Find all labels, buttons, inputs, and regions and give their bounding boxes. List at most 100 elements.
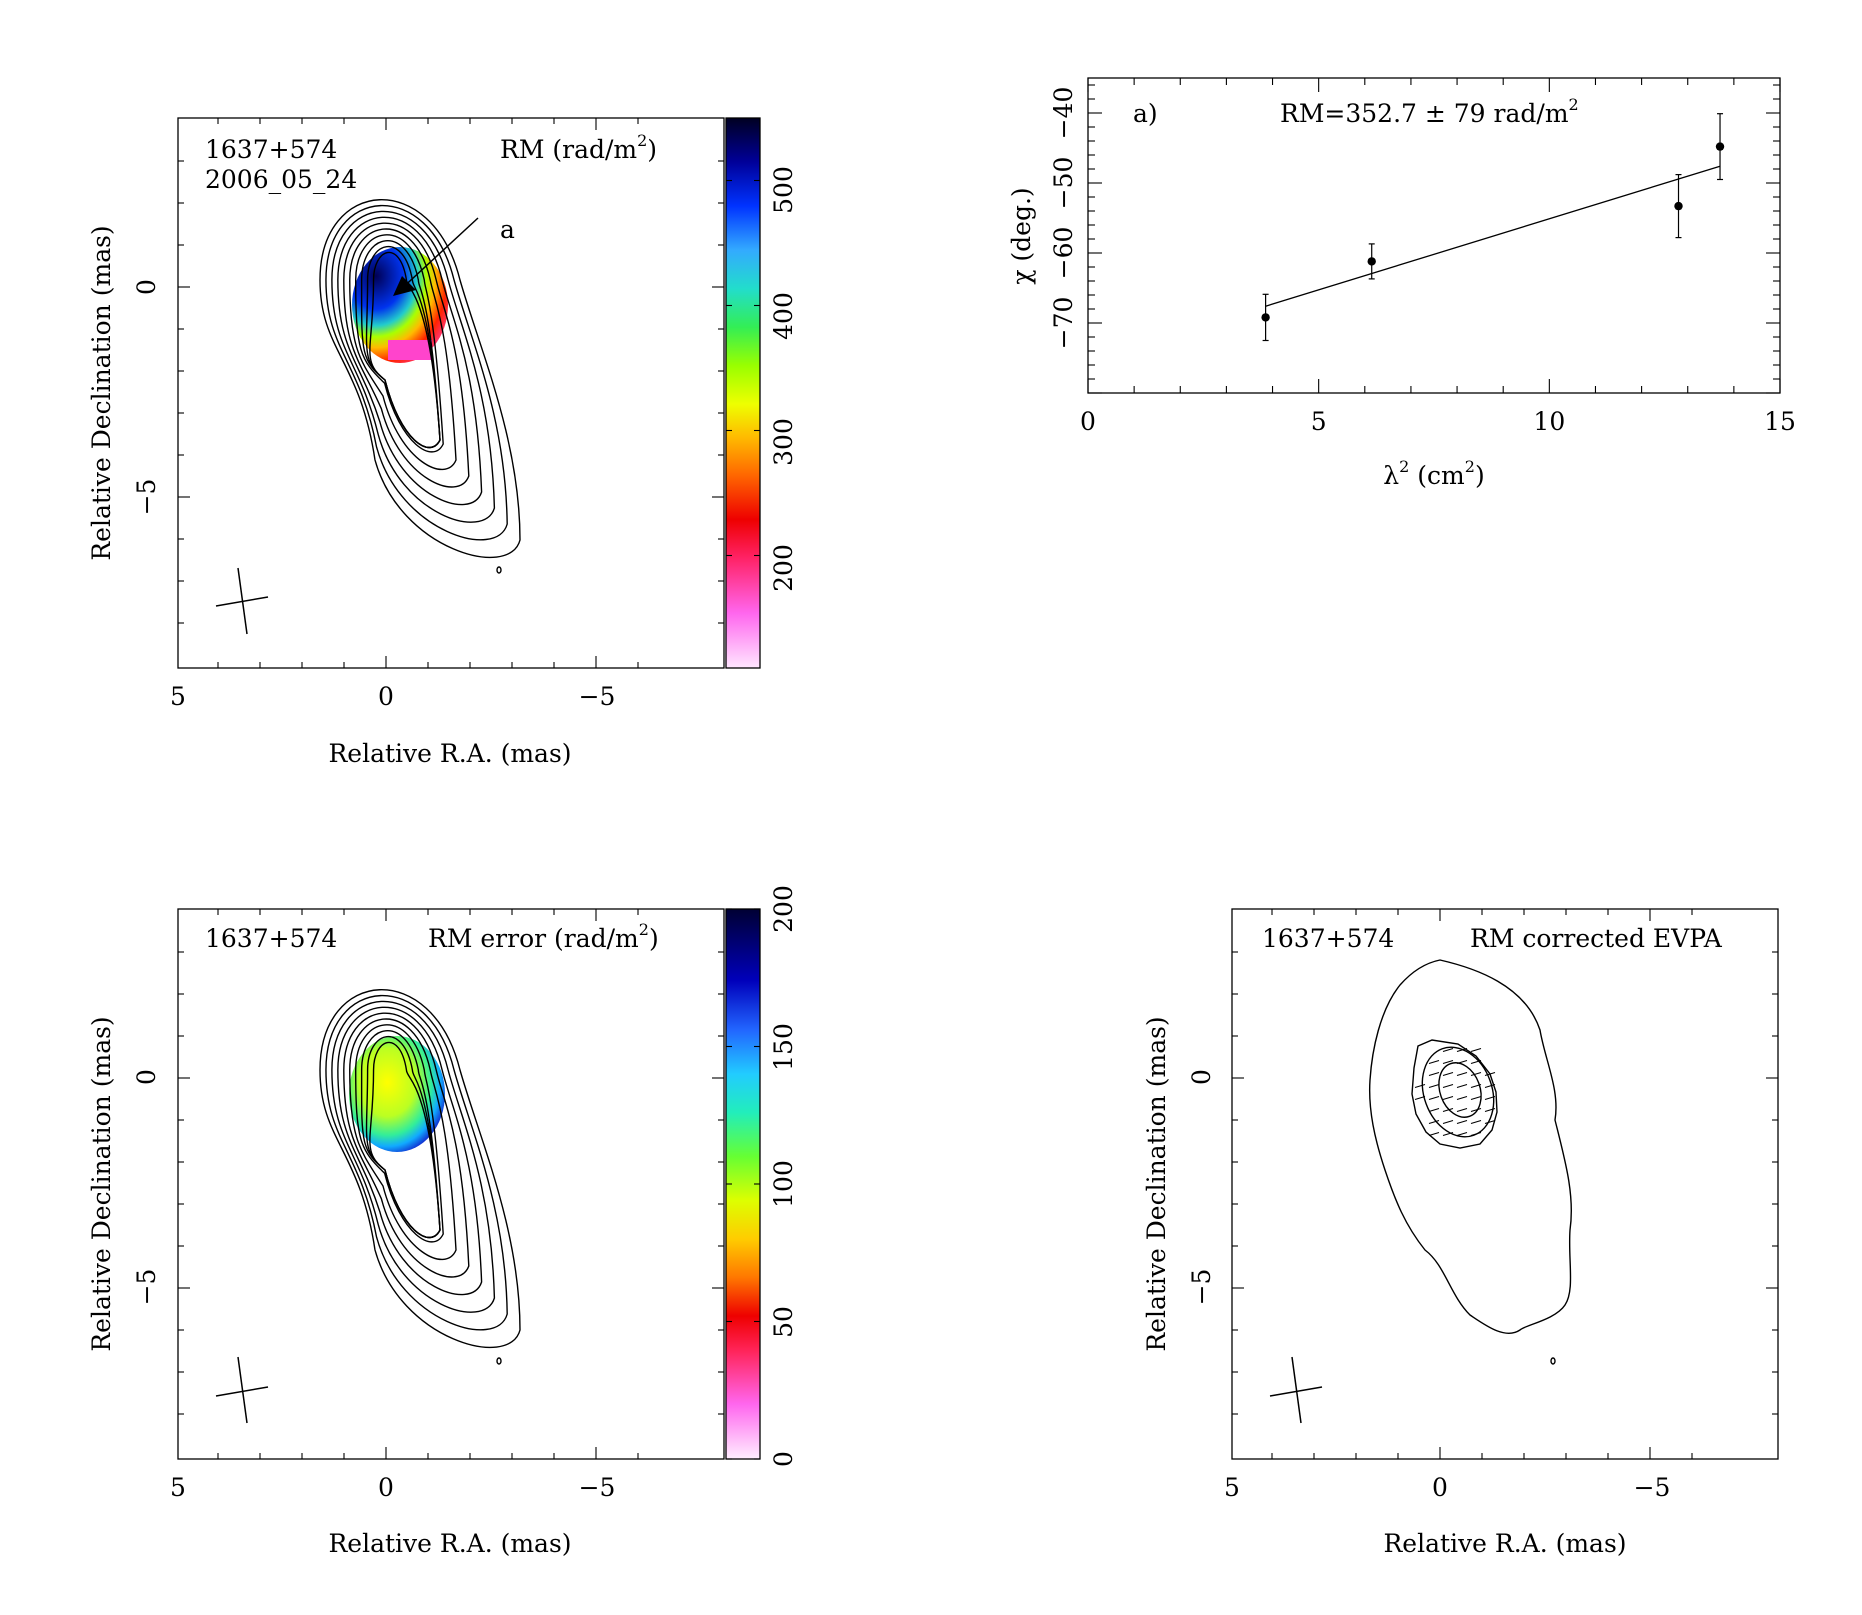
data-point — [1674, 201, 1683, 211]
contour-level — [337, 1006, 483, 1296]
evpa-vectors — [1414, 1047, 1496, 1137]
evpa-vector — [1442, 1083, 1454, 1089]
rm-cb-tick-500: 500 — [769, 166, 798, 214]
evpa-vector — [1470, 1047, 1482, 1053]
rm-map-ylabel: Relative Declination (mas) — [87, 225, 116, 560]
err-map-xlabel: Relative R.A. (mas) — [328, 1529, 571, 1558]
data-point — [1715, 142, 1725, 151]
rm-map-ticks — [178, 118, 724, 668]
chi-ylabel: χ (deg.) — [1007, 187, 1036, 284]
evpa-vector — [1428, 1095, 1440, 1101]
err-cb-tick-200: 200 — [769, 885, 798, 933]
y-tick-label: −40 — [1049, 87, 1078, 140]
err-map-title: RM error (rad/m2) — [428, 920, 659, 953]
evpa-vector — [1442, 1059, 1454, 1065]
rm-color-tail — [388, 340, 432, 360]
rm-map-xtick-0: 0 — [378, 682, 394, 711]
rm-map-xlabel: Relative R.A. (mas) — [328, 739, 571, 768]
chi-xtick-labels: 0 5 10 15 — [1080, 407, 1796, 436]
evpa-vector — [1484, 1095, 1496, 1101]
contour-level — [319, 199, 521, 558]
rm-colorbar — [725, 117, 761, 669]
y-tick-label: −60 — [1049, 227, 1078, 280]
rm-map-epoch: 2006_05_24 — [205, 165, 357, 194]
evpa-vector — [1456, 1071, 1468, 1077]
rm-arrow-line — [397, 217, 479, 293]
rm-cb-tick-400: 400 — [769, 292, 798, 340]
rm-contours — [319, 199, 521, 558]
rm-map-source: 1637+574 — [205, 135, 337, 164]
err-map-ticks — [178, 909, 724, 1459]
evpa-vector — [1456, 1059, 1468, 1065]
x-tick-label: 0 — [1080, 407, 1096, 436]
data-point — [1261, 313, 1270, 322]
evpa-vector — [1456, 1047, 1468, 1053]
err-contours — [319, 989, 521, 1348]
rm-map-panel: 1637+574 2006_05_24 RM (rad/m2) a Relati… — [87, 117, 798, 768]
evpa-vector — [1428, 1107, 1440, 1113]
chi-rm-annotation: RM=352.7 ± 79 rad/m2 — [1280, 95, 1579, 128]
chi-plot-frame — [1087, 77, 1781, 394]
rm-colorbar-ticks — [726, 179, 760, 557]
y-tick-label: −50 — [1049, 157, 1078, 210]
evpa-vector — [1456, 1119, 1468, 1125]
err-map-xtick-5: 5 — [170, 1473, 186, 1502]
err-color-region — [349, 1036, 445, 1152]
x-tick-label: 15 — [1764, 407, 1796, 436]
evpa-vector — [1484, 1119, 1496, 1125]
evpa-vector — [1442, 1131, 1454, 1137]
rm-cb-tick-200: 200 — [769, 544, 798, 592]
chi-ytick-labels: −70 −60 −50 −40 — [1049, 87, 1078, 350]
err-map-frame — [177, 908, 725, 1460]
rm-map-frame — [177, 117, 725, 669]
contour-level — [337, 216, 483, 506]
data-point — [1367, 257, 1376, 266]
err-map-ylabel: Relative Declination (mas) — [87, 1016, 116, 1351]
evpa-vector — [1456, 1083, 1468, 1089]
rm-map-xtick-5: 5 — [170, 682, 186, 711]
contour-level — [354, 1024, 444, 1243]
evpa-vector — [1428, 1083, 1440, 1089]
evpa-map-ticks — [1232, 909, 1778, 1459]
rm-point-label: a — [500, 215, 515, 244]
rm-map-ytick-0: 0 — [132, 279, 161, 295]
evpa-vector — [1428, 1071, 1440, 1077]
contour-level — [319, 989, 521, 1348]
chi-plot-points — [1261, 113, 1725, 342]
evpa-map-ytick-0: 0 — [1187, 1069, 1216, 1085]
evpa-beam-cross — [1269, 1356, 1323, 1424]
contour-level — [343, 1012, 470, 1278]
evpa-vector — [1442, 1119, 1454, 1125]
evpa-vector — [1484, 1107, 1496, 1113]
evpa-vector — [1442, 1107, 1454, 1113]
chi-fit-line — [1265, 165, 1721, 307]
err-map-ytick-m5: −5 — [132, 1269, 161, 1306]
contour-level — [349, 1018, 457, 1260]
contour-level — [349, 228, 457, 470]
contour-level — [325, 204, 508, 541]
contour-level — [354, 234, 444, 453]
evpa-vector — [1470, 1131, 1482, 1137]
evpa-vector — [1456, 1107, 1468, 1113]
contour-level — [331, 210, 496, 523]
evpa-map-xtick-5: 5 — [1224, 1473, 1240, 1502]
err-map-source: 1637+574 — [205, 924, 337, 953]
evpa-map-ytick-m5: −5 — [1187, 1269, 1216, 1306]
evpa-map-ylabel: Relative Declination (mas) — [1142, 1016, 1171, 1351]
chi-xlabel: λ2 (cm2) — [1383, 457, 1484, 490]
evpa-map-xlabel: Relative R.A. (mas) — [1383, 1529, 1626, 1558]
evpa-vector — [1484, 1083, 1496, 1089]
evpa-outer-contour — [1368, 959, 1573, 1334]
evpa-vector — [1470, 1095, 1482, 1101]
evpa-vector — [1470, 1059, 1482, 1065]
x-tick-label: 5 — [1311, 407, 1327, 436]
evpa-vector — [1442, 1047, 1454, 1053]
chi-plot-ticks — [1087, 78, 1781, 394]
contour-level — [369, 1041, 441, 1239]
rm-error-panel: 1637+574 RM error (rad/m2) Relative R.A.… — [87, 885, 798, 1558]
chi-lambda-panel: a) RM=352.7 ± 79 rad/m2 0 5 10 15 −70 −60 −50… — [1007, 77, 1796, 490]
evpa-vector — [1428, 1119, 1440, 1125]
evpa-vector — [1470, 1107, 1482, 1113]
evpa-vector — [1470, 1119, 1482, 1125]
rm-map-title: RM (rad/m2) — [500, 131, 657, 164]
